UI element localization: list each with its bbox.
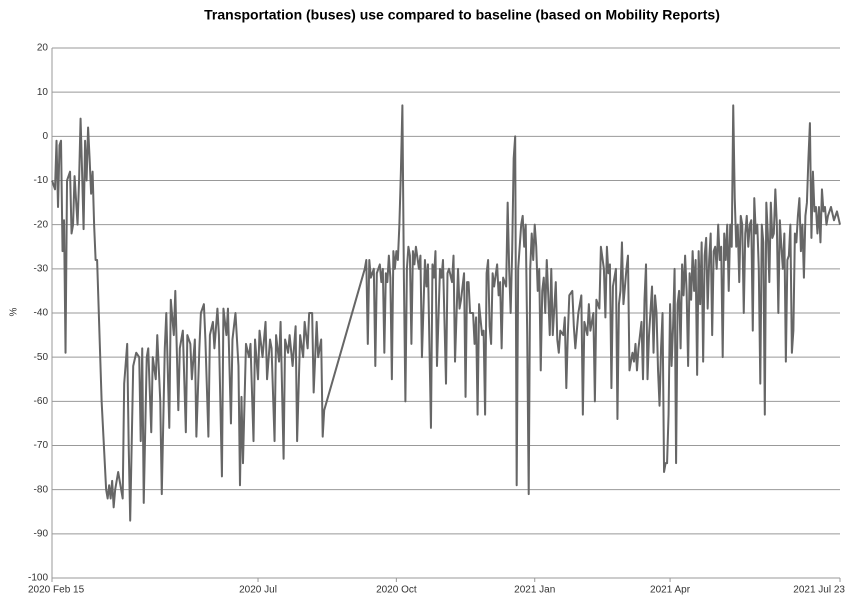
y-tick-label: -60 [34, 396, 49, 407]
y-tick-label: -70 [34, 440, 49, 451]
x-tick-label: 2021 Jul 23 [793, 585, 845, 596]
y-tick-label: 0 [42, 131, 48, 142]
chart-title: Transportation (buses) use compared to b… [204, 7, 720, 23]
y-tick-label: -90 [34, 528, 49, 539]
y-tick-label: -80 [34, 484, 49, 495]
x-tick-label: 2020 Feb 15 [28, 585, 85, 596]
x-tick-label: 2020 Jul [239, 585, 277, 596]
data-line [51, 104, 841, 522]
y-tick-label: -30 [34, 263, 49, 274]
x-tick-label: 2020 Oct [376, 585, 417, 596]
y-axis-label: % [9, 307, 20, 316]
x-tick-label: 2021 Apr [650, 585, 691, 596]
y-tick-label: -20 [34, 219, 49, 230]
y-tick-label: -100 [28, 573, 48, 584]
x-tick-label: 2021 Jan [514, 585, 555, 596]
y-tick-label: 10 [37, 87, 49, 98]
y-tick-label: -10 [34, 175, 49, 186]
y-tick-label: -40 [34, 308, 49, 319]
y-tick-label: 20 [37, 43, 49, 54]
y-tick-label: -50 [34, 352, 49, 363]
